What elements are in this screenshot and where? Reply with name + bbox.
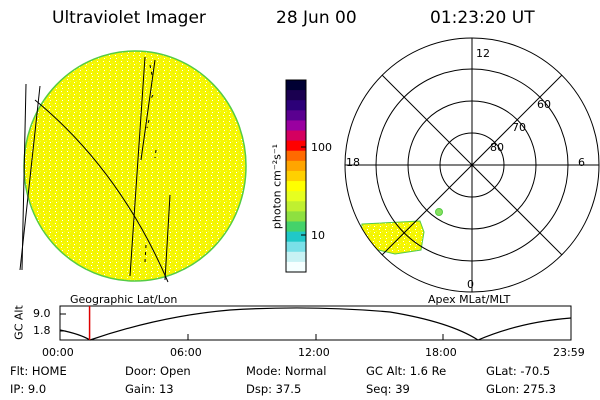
- time-label-1800: 18:00: [425, 346, 457, 359]
- polar-label-dawn: 6: [578, 156, 585, 169]
- auroral-patch: [360, 220, 425, 255]
- colorbar-band: [286, 221, 306, 233]
- status-glon: GLon: 275.3: [486, 382, 556, 396]
- apex-label: Apex MLat/MLT: [428, 293, 511, 306]
- polar-meridian-diag2: [381, 74, 563, 256]
- colorbar-band: [286, 100, 306, 111]
- altitude-ylabel: GC Alt: [12, 305, 26, 340]
- colorbar-band: [286, 140, 306, 152]
- time-label-1200: 12:00: [298, 346, 330, 359]
- colorbar-band: [286, 90, 306, 101]
- colorbar-band: [286, 120, 306, 132]
- instrument-title: Ultraviolet Imager: [52, 8, 206, 28]
- colorbar-band: [286, 80, 306, 91]
- time-label-0600: 06:00: [170, 346, 202, 359]
- colorbar-band: [286, 251, 306, 263]
- colorbar-band: [286, 181, 306, 192]
- status-seq: Seq: 39: [366, 382, 410, 396]
- colorbar: [285, 79, 307, 273]
- polar-label-dusk: 18: [346, 156, 360, 169]
- colorbar-band: [286, 201, 306, 212]
- colorbar-band: [286, 160, 306, 172]
- status-mode: Mode: Normal: [246, 364, 327, 378]
- auroral-spot: [435, 208, 443, 216]
- polar-plot: [344, 37, 600, 293]
- date-label: 28 Jun 00: [276, 8, 357, 28]
- polar-lat-80: 80: [490, 141, 504, 154]
- status-gc-alt: GC Alt: 1.6 Re: [366, 364, 447, 378]
- colorbar-tick-10: 10: [311, 229, 325, 242]
- geographic-grid-lines: [19, 56, 171, 283]
- status-gain: Gain: 13: [125, 382, 174, 396]
- status-dsp: Dsp: 37.5: [246, 382, 302, 396]
- time-label-0000: 00:00: [42, 346, 74, 359]
- polar-lat-70: 70: [512, 121, 526, 134]
- earth-disk: [23, 50, 247, 282]
- status-door: Door: Open: [125, 364, 191, 378]
- altitude-ytick-1-8: 1.8: [33, 324, 51, 337]
- status-flt: Flt: HOME: [10, 364, 67, 378]
- colorbar-band: [286, 261, 306, 273]
- geographic-label: Geographic Lat/Lon: [70, 293, 178, 306]
- colorbar-unit-label: photon cm⁻²s⁻¹: [270, 143, 284, 230]
- status-ip: IP: 9.0: [10, 382, 47, 396]
- altitude-ytick-9: 9.0: [33, 307, 51, 320]
- polar-label-midnight: 0: [467, 278, 474, 291]
- colorbar-band: [286, 110, 306, 121]
- polar-label-noon: 12: [476, 47, 490, 60]
- polar-lat-60: 60: [537, 98, 551, 111]
- colorbar-tick-100: 100: [311, 141, 332, 154]
- colorbar-band: [286, 191, 306, 202]
- colorbar-band: [286, 211, 306, 222]
- colorbar-band: [286, 130, 306, 142]
- colorbar-band: [286, 170, 306, 182]
- colorbar-band: [286, 231, 306, 243]
- altitude-plot: [59, 305, 572, 341]
- colorbar-frame: [285, 79, 307, 273]
- colorbar-band: [286, 150, 306, 162]
- time-label: 01:23:20 UT: [430, 8, 535, 28]
- uv-image-panel: [19, 50, 247, 283]
- status-glat: GLat: -70.5: [486, 364, 551, 378]
- colorbar-band: [286, 241, 306, 253]
- time-label-2359: 23:59: [553, 346, 585, 359]
